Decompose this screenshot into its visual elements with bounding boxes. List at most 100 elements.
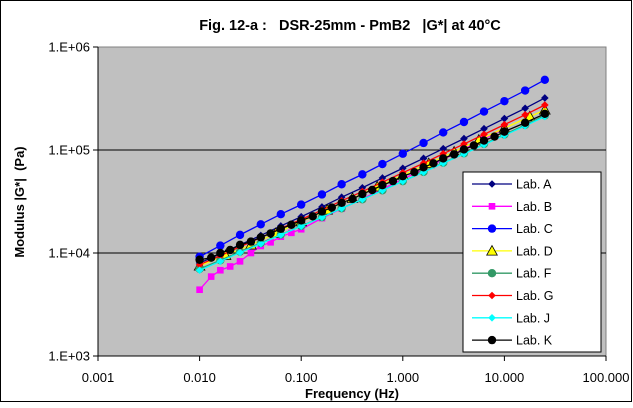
legend-marker <box>488 314 496 322</box>
data-point <box>521 111 529 119</box>
legend-item-lab-f: Lab. F <box>472 267 552 281</box>
legend: Lab. A Lab. B Lab. C Lab. D Lab. F Lab. G Lab.… <box>462 171 602 353</box>
data-point <box>358 195 367 204</box>
data-point <box>419 154 428 163</box>
legend-marker <box>488 180 496 188</box>
data-point <box>500 96 509 106</box>
x-tick-label: 100.000 <box>583 370 630 385</box>
data-point <box>368 185 377 195</box>
legend-label: Lab. G <box>516 289 554 303</box>
legend-marker <box>488 203 496 210</box>
data-point <box>459 145 469 154</box>
legend-label: Lab. A <box>516 178 552 192</box>
data-point <box>236 258 244 265</box>
data-point <box>246 237 256 246</box>
y-axis-title: Modulus |G*| (Pa) <box>12 146 27 257</box>
data-point <box>195 260 204 269</box>
axes: 1.E+03 1.E+04 1.E+05 1.E+06 0.001 0.010 0.100 1… <box>48 40 629 386</box>
data-point <box>337 180 346 189</box>
data-point <box>521 104 529 113</box>
legend-label: Lab. C <box>516 222 553 236</box>
data-point <box>226 263 234 270</box>
legend-item-lab-a: Lab. A <box>472 178 552 192</box>
legend-box <box>462 171 602 353</box>
data-point <box>195 266 204 275</box>
data-point <box>500 127 509 136</box>
legend-item-lab-d: Lab. D <box>472 244 553 258</box>
data-point <box>235 230 245 240</box>
data-point <box>439 149 448 158</box>
legend-marker <box>486 244 498 256</box>
data-point <box>317 190 327 199</box>
data-point <box>196 286 203 294</box>
data-point <box>207 273 215 280</box>
series-lab-k <box>195 109 550 264</box>
data-point <box>308 212 317 221</box>
data-point <box>490 132 499 141</box>
data-point <box>267 239 274 246</box>
data-point <box>479 136 489 145</box>
series-lab-c <box>195 75 550 261</box>
legend-label: Lab. B <box>516 200 552 214</box>
data-point <box>216 248 225 258</box>
data-point <box>500 120 509 129</box>
data-point <box>439 144 448 153</box>
legend-label: Lab. D <box>516 244 553 258</box>
data-point <box>480 130 488 139</box>
data-point <box>460 150 468 158</box>
data-point <box>247 249 255 257</box>
x-tick-label: 0.001 <box>82 370 115 385</box>
data-point <box>288 229 295 237</box>
data-point <box>287 220 296 229</box>
data-point <box>399 164 407 173</box>
data-point <box>256 220 265 229</box>
y-tick-label: 1.E+05 <box>48 143 90 158</box>
x-tick-label: 0.010 <box>183 370 216 385</box>
data-point <box>540 109 550 119</box>
data-point <box>439 128 448 137</box>
data-point <box>500 114 509 123</box>
data-point <box>459 117 469 127</box>
data-point <box>256 239 265 248</box>
data-point <box>439 154 448 163</box>
data-point <box>398 149 407 158</box>
legend-item-lab-k: Lab. K <box>472 334 553 348</box>
series-group <box>193 75 551 294</box>
legend-item-lab-g: Lab. G <box>472 289 554 303</box>
data-point <box>480 124 488 133</box>
series-line-lab-j <box>199 115 546 271</box>
data-point <box>419 163 428 172</box>
data-point <box>318 213 326 222</box>
data-point <box>469 141 479 150</box>
y-tick-label: 1.E+03 <box>48 349 90 364</box>
data-point <box>358 170 367 179</box>
data-point <box>266 229 275 238</box>
data-point <box>449 150 459 159</box>
legend-item-lab-j: Lab. J <box>472 311 550 325</box>
data-point <box>225 245 235 255</box>
data-point <box>236 248 244 257</box>
x-tick-label: 1.000 <box>387 370 420 385</box>
legend-label: Lab. F <box>516 267 552 281</box>
data-point <box>378 180 387 190</box>
data-point <box>327 203 336 212</box>
data-point <box>541 101 549 109</box>
data-point <box>378 159 387 169</box>
data-point <box>216 241 225 250</box>
data-point <box>337 198 346 208</box>
data-point <box>297 222 305 231</box>
legend-marker <box>487 269 497 278</box>
legend-label: Lab. J <box>516 311 550 325</box>
data-point <box>520 118 530 127</box>
data-point <box>235 240 245 250</box>
legend-marker <box>487 335 497 345</box>
legend-marker <box>487 224 497 233</box>
data-point <box>358 189 367 199</box>
data-point <box>419 138 428 148</box>
data-point <box>276 210 286 219</box>
data-point <box>388 176 398 186</box>
data-point <box>195 255 204 264</box>
data-point <box>541 94 549 102</box>
